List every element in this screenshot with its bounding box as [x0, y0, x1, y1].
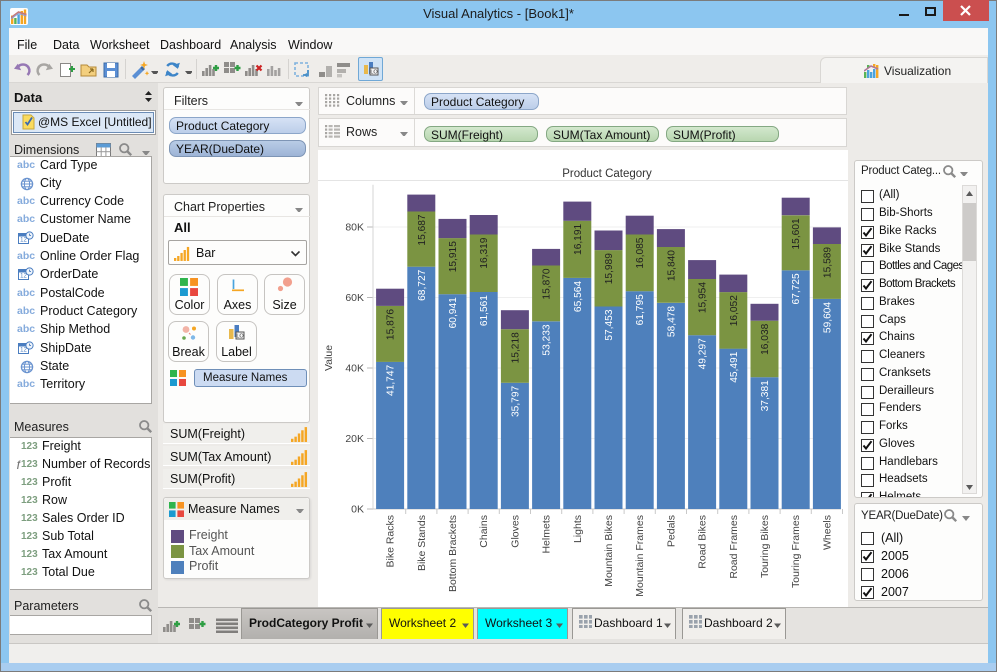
svg-text:Helmets: Helmets: [541, 515, 553, 554]
svg-text:65,564: 65,564: [573, 281, 584, 312]
svg-text:LO: LO: [370, 70, 378, 76]
svg-text:15,218: 15,218: [510, 332, 521, 363]
svg-text:80K: 80K: [345, 222, 364, 234]
svg-text:15,601: 15,601: [791, 218, 802, 249]
svg-text:Chains: Chains: [478, 515, 490, 548]
svg-text:0K: 0K: [351, 504, 364, 516]
svg-text:60K: 60K: [345, 292, 364, 304]
svg-text:15,954: 15,954: [698, 282, 709, 313]
svg-text:Bike Stands: Bike Stands: [416, 515, 428, 571]
svg-text:LO: LO: [236, 334, 244, 340]
svg-text:49,297: 49,297: [698, 338, 709, 369]
svg-text:68,727: 68,727: [417, 269, 428, 300]
svg-text:15,870: 15,870: [542, 268, 553, 299]
svg-text:59,604: 59,604: [822, 302, 833, 333]
svg-text:Bottom Brackets: Bottom Brackets: [447, 515, 459, 592]
svg-text:Bike Racks: Bike Racks: [385, 515, 397, 568]
svg-text:40K: 40K: [345, 363, 364, 375]
svg-text:12: 12: [20, 274, 27, 280]
svg-text:61,561: 61,561: [479, 295, 490, 326]
svg-text:Mountain Bikes: Mountain Bikes: [603, 515, 615, 587]
svg-text:Pedals: Pedals: [665, 515, 677, 547]
svg-text:67,725: 67,725: [791, 273, 802, 304]
svg-text:35,797: 35,797: [510, 385, 521, 416]
svg-text:20K: 20K: [345, 433, 364, 445]
svg-text:15,915: 15,915: [448, 241, 459, 272]
svg-text:58,478: 58,478: [666, 306, 677, 337]
svg-text:Wheels: Wheels: [821, 515, 833, 550]
svg-text:12: 12: [20, 238, 27, 244]
svg-text:15,687: 15,687: [417, 214, 428, 245]
svg-text:57,453: 57,453: [604, 309, 615, 340]
svg-text:37,381: 37,381: [760, 380, 771, 411]
svg-text:16,038: 16,038: [760, 323, 771, 354]
svg-text:16,085: 16,085: [635, 237, 646, 268]
svg-text:61,795: 61,795: [635, 294, 646, 325]
svg-text:41,747: 41,747: [386, 364, 397, 395]
svg-text:Mountain Frames: Mountain Frames: [634, 515, 646, 597]
svg-text:Value: Value: [323, 345, 335, 371]
svg-text:Touring Bikes: Touring Bikes: [759, 515, 771, 578]
svg-text:Touring Frames: Touring Frames: [790, 515, 802, 588]
svg-text:12: 12: [20, 348, 27, 354]
svg-text:60,941: 60,941: [448, 297, 459, 328]
svg-text:Road Frames: Road Frames: [728, 515, 740, 579]
svg-text:16,052: 16,052: [729, 295, 740, 326]
svg-text:53,233: 53,233: [542, 324, 553, 355]
svg-text:15,589: 15,589: [822, 247, 833, 278]
svg-text:45,491: 45,491: [729, 351, 740, 382]
svg-text:Lights: Lights: [572, 515, 584, 543]
svg-text:15,989: 15,989: [604, 253, 615, 284]
svg-text:15,840: 15,840: [666, 250, 677, 281]
svg-text:15,876: 15,876: [386, 309, 397, 340]
svg-text:Road Bikes: Road Bikes: [697, 515, 709, 569]
svg-text:16,191: 16,191: [573, 223, 584, 254]
svg-text:Product Category: Product Category: [562, 168, 652, 180]
svg-text:16,319: 16,319: [479, 237, 490, 268]
svg-text:Gloves: Gloves: [509, 515, 521, 548]
